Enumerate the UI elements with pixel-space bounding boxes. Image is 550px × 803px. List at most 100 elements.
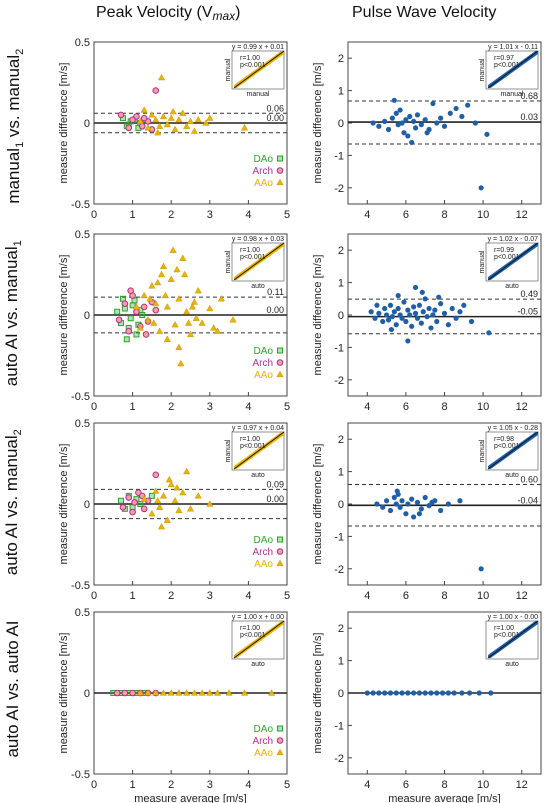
panel-8-point-0-9 [416,690,423,696]
panel-6-ytick-label-2: 0 [338,499,344,511]
panel-3-point-2-21 [229,316,237,323]
panel-6-point-0-13 [414,499,421,505]
panel-4-point-0-1 [372,315,378,321]
panel-5-point-1-7 [131,499,138,506]
panel-5-inset-ylabel: manual [225,439,232,462]
panel-7-point-1-2 [129,689,136,697]
panel-1-inset-equation: y = 0.99 x + 0.01 [232,44,284,51]
panel-3-point-2-34 [177,359,185,367]
panel-4-inset-equation: y = 1.02 x - 0.07 [488,236,538,243]
panel-6-inset-p: p<0.001 [494,443,520,450]
panel-2-point-0-22 [441,123,448,129]
panel-8-point-0-7 [405,690,411,696]
panel-3-point-0-8 [127,315,134,322]
panel-1-point-2-1 [144,124,152,131]
panel-3-point-2-23 [163,335,171,342]
panel-3-upper-limit-label: 0.11 [267,287,284,297]
panel-2-point-0-27 [472,120,478,126]
panel-4-xtick-label-1: 6 [403,401,409,413]
panel-7-point-2-1 [144,689,152,696]
panel-2-ytick-label-4: 2 [338,53,344,65]
panel-8-ytick-label-3: 1 [338,656,344,668]
panel-4-xtick-label-0: 4 [364,401,370,413]
panel-3-point-2-32 [146,295,154,302]
panel-3-point-2-27 [154,278,162,286]
panel-5-point-2-14 [158,522,166,530]
panel-3-point-2-19 [210,324,218,331]
panel-7-ytick-label-1: 0 [84,688,90,700]
panel-2-point-0-25 [459,113,465,120]
panel-6-ytick-label-1: -1 [334,531,344,543]
panel-6-inset-r: r=0.98 [494,436,514,443]
panel-5-ytick-label-2: 0.5 [75,418,90,430]
panel-4-point-0-22 [416,302,423,308]
panel-3-point-1-9 [127,287,134,295]
panel-4-inset-r: r=0.99 [494,247,514,254]
panel-4-ytick-label-1: -1 [334,342,344,354]
panel-3-legend-label-2: AAo [254,370,273,381]
panel-2-inset-ylabel: manual [479,58,486,81]
panel-3-xtick-label-5: 5 [284,401,290,413]
panel-7-point-2-7 [190,689,198,696]
panel-4-ytick-label-0: -2 [334,375,344,387]
panel-3-point-2-3 [144,316,152,323]
panel-4-point-0-14 [401,299,407,305]
panel-3-inset-fit-line [233,242,285,281]
panel-3-point-0-12 [123,336,130,343]
panel-3-point-2-0 [132,303,141,310]
panel-4-point-0-17 [407,312,413,318]
panel-4-point-0-16 [405,307,411,313]
panel-5-point-1-4 [140,505,148,513]
panel-5-xtick-label-3: 3 [207,590,213,602]
panel-1-xtick-label-5: 5 [284,209,290,221]
panel-4-point-0-9 [391,309,397,315]
panel-1-point-1-6 [129,116,136,124]
panel-7-point-2-5 [175,689,183,696]
panel-1-legend-marker-1 [276,167,284,174]
panel-4-inset-fit-line [487,242,539,281]
panel-8-point-0-0 [364,690,370,696]
panel-5-xtick-label-0: 0 [91,590,97,602]
panel-2-inset-equation: y = 1.01 x - 0.11 [488,44,538,51]
panel-4-point-0-25 [422,296,428,302]
panel-1-xtick-label-0: 0 [91,209,97,221]
panel-2-point-0-2 [382,118,388,124]
panel-3-point-1-2 [125,327,133,335]
panel-1-xtick-label-3: 3 [207,209,213,221]
panel-2-point-0-10 [403,117,409,123]
panel-1-ytick-label-2: 0.5 [75,37,90,49]
panel-3-point-2-5 [152,299,160,307]
panel-6-mean-label: -0.04 [517,495,538,505]
panel-8-point-0-15 [451,690,457,696]
panel-5-inset-r: r=1.00 [240,436,260,443]
panel-3-point-1-6 [140,303,148,311]
panel-3-inset-xlabel: auto [251,283,265,290]
panel-4-upper-limit-label: 0.49 [520,289,538,299]
panel-3-point-0-11 [139,312,146,318]
panel-2-point-0-30 [391,97,397,103]
panel-6-point-0-4 [391,494,397,501]
panel-3-legend-marker-2 [276,370,284,378]
panel-2-point-0-28 [478,185,484,191]
panel-1-point-2-14 [190,127,198,134]
panel-8-point-0-14 [445,690,451,696]
panel-1-legend-label-1: Arch [252,166,273,177]
panel-7-xtick-label-2: 2 [168,779,174,791]
panel-7-ytick-label-2: 0.5 [75,607,90,619]
panel-7-legend-label-0: DAo [254,724,274,735]
panel-4-point-0-30 [432,307,438,313]
panel-2-point-0-11 [405,133,411,139]
panel-3-point-1-4 [133,308,140,316]
panel-2-point-0-7 [397,107,403,113]
panel-7-point-2-13 [268,689,276,696]
panel-5-mean-label: 0.00 [266,494,284,504]
panel-4-point-0-42 [395,292,401,299]
panel-7-xtick-label-5: 5 [284,779,290,791]
panel-7-ytick-label-0: -0.5 [71,769,90,781]
column-title-peak-velocity-close: ) [235,4,241,21]
panel-1-point-2-13 [186,117,195,124]
panel-5-point-2-4 [159,492,168,499]
panel-7-point-2-12 [240,689,249,696]
panel-4-point-0-2 [376,310,382,316]
panel-1-upper-limit-label: 0.06 [266,103,284,113]
